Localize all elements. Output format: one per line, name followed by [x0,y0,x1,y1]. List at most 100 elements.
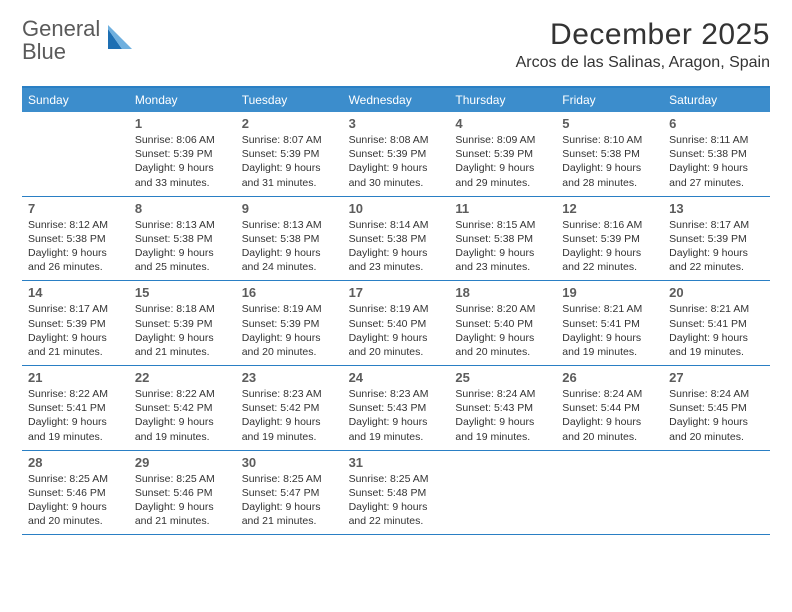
daylight-text: Daylight: 9 hours and 19 minutes. [562,331,657,359]
calendar-day: 1Sunrise: 8:06 AMSunset: 5:39 PMDaylight… [129,112,236,196]
sunset-text: Sunset: 5:39 PM [242,317,337,331]
daylight-text: Daylight: 9 hours and 26 minutes. [28,246,123,274]
sunset-text: Sunset: 5:39 PM [562,232,657,246]
daylight-text: Daylight: 9 hours and 21 minutes. [135,500,230,528]
sunrise-text: Sunrise: 8:25 AM [242,472,337,486]
day-number: 12 [562,201,657,216]
calendar-day: 13Sunrise: 8:17 AMSunset: 5:39 PMDayligh… [663,197,770,281]
sunset-text: Sunset: 5:38 PM [669,147,764,161]
sunset-text: Sunset: 5:38 PM [562,147,657,161]
weekday-header: Saturday [663,88,770,112]
sunrise-text: Sunrise: 8:24 AM [669,387,764,401]
sunrise-text: Sunrise: 8:25 AM [28,472,123,486]
sunrise-text: Sunrise: 8:24 AM [455,387,550,401]
brand-word2: Blue [22,39,66,64]
calendar-day: 6Sunrise: 8:11 AMSunset: 5:38 PMDaylight… [663,112,770,196]
weekday-header: Tuesday [236,88,343,112]
weekday-header: Wednesday [343,88,450,112]
day-number: 26 [562,370,657,385]
sunset-text: Sunset: 5:39 PM [242,147,337,161]
sunrise-text: Sunrise: 8:21 AM [669,302,764,316]
daylight-text: Daylight: 9 hours and 20 minutes. [349,331,444,359]
calendar-day: 14Sunrise: 8:17 AMSunset: 5:39 PMDayligh… [22,281,129,365]
daylight-text: Daylight: 9 hours and 30 minutes. [349,161,444,189]
sunrise-text: Sunrise: 8:15 AM [455,218,550,232]
calendar-day: 15Sunrise: 8:18 AMSunset: 5:39 PMDayligh… [129,281,236,365]
daylight-text: Daylight: 9 hours and 21 minutes. [135,331,230,359]
sunrise-text: Sunrise: 8:21 AM [562,302,657,316]
weekday-header: Thursday [449,88,556,112]
page-title: December 2025 [516,18,770,52]
sunset-text: Sunset: 5:48 PM [349,486,444,500]
daylight-text: Daylight: 9 hours and 19 minutes. [669,331,764,359]
day-number: 21 [28,370,123,385]
day-number: 9 [242,201,337,216]
calendar-day [556,451,663,535]
sunrise-text: Sunrise: 8:08 AM [349,133,444,147]
sunset-text: Sunset: 5:43 PM [455,401,550,415]
day-number: 5 [562,116,657,131]
calendar-day: 31Sunrise: 8:25 AMSunset: 5:48 PMDayligh… [343,451,450,535]
daylight-text: Daylight: 9 hours and 20 minutes. [242,331,337,359]
sunset-text: Sunset: 5:41 PM [669,317,764,331]
day-number: 16 [242,285,337,300]
day-number: 18 [455,285,550,300]
calendar-day: 20 Sunrise: 8:21 AMSunset: 5:41 PMDayligh… [663,281,770,365]
daylight-text: Daylight: 9 hours and 24 minutes. [242,246,337,274]
weekday-header: Friday [556,88,663,112]
sunset-text: Sunset: 5:39 PM [135,147,230,161]
sunset-text: Sunset: 5:38 PM [455,232,550,246]
calendar-day: 3Sunrise: 8:08 AMSunset: 5:39 PMDaylight… [343,112,450,196]
day-number: 29 [135,455,230,470]
title-block: December 2025 Arcos de las Salinas, Arag… [516,18,770,72]
sunrise-text: Sunrise: 8:14 AM [349,218,444,232]
sunset-text: Sunset: 5:46 PM [135,486,230,500]
calendar-day: 19 Sunrise: 8:21 AMSunset: 5:41 PMDayligh… [556,281,663,365]
calendar-day: 25Sunrise: 8:24 AMSunset: 5:43 PMDayligh… [449,366,556,450]
day-number: 3 [349,116,444,131]
day-number: 10 [349,201,444,216]
day-number: 20 [669,285,764,300]
sunset-text: Sunset: 5:39 PM [455,147,550,161]
daylight-text: Daylight: 9 hours and 19 minutes. [28,415,123,443]
sunrise-text: Sunrise: 8:25 AM [135,472,230,486]
daylight-text: Daylight: 9 hours and 31 minutes. [242,161,337,189]
weekday-header: Monday [129,88,236,112]
brand-word1: General [22,16,100,41]
sunset-text: Sunset: 5:39 PM [669,232,764,246]
calendar-day: 28Sunrise: 8:25 AMSunset: 5:46 PMDayligh… [22,451,129,535]
sunset-text: Sunset: 5:40 PM [349,317,444,331]
sunset-text: Sunset: 5:38 PM [135,232,230,246]
day-number: 4 [455,116,550,131]
day-number: 25 [455,370,550,385]
sunrise-text: Sunrise: 8:12 AM [28,218,123,232]
day-number: 23 [242,370,337,385]
sunset-text: Sunset: 5:38 PM [28,232,123,246]
daylight-text: Daylight: 9 hours and 20 minutes. [669,415,764,443]
calendar-week: 21Sunrise: 8:22 AMSunset: 5:41 PMDayligh… [22,366,770,451]
day-number: 6 [669,116,764,131]
calendar-day: 11Sunrise: 8:15 AMSunset: 5:38 PMDayligh… [449,197,556,281]
sunset-text: Sunset: 5:41 PM [562,317,657,331]
daylight-text: Daylight: 9 hours and 19 minutes. [135,415,230,443]
sunrise-text: Sunrise: 8:20 AM [455,302,550,316]
calendar-day: 29 Sunrise: 8:25 AMSunset: 5:46 PMDayligh… [129,451,236,535]
calendar-day: 16Sunrise: 8:19 AMSunset: 5:39 PMDayligh… [236,281,343,365]
day-number: 19 [562,285,657,300]
calendar-day: 18Sunrise: 8:20 AMSunset: 5:40 PMDayligh… [449,281,556,365]
daylight-text: Daylight: 9 hours and 22 minutes. [562,246,657,274]
sunrise-text: Sunrise: 8:07 AM [242,133,337,147]
sunrise-text: Sunrise: 8:25 AM [349,472,444,486]
calendar-day: 7Sunrise: 8:12 AMSunset: 5:38 PMDaylight… [22,197,129,281]
day-number: 8 [135,201,230,216]
calendar-day: 27Sunrise: 8:24 AMSunset: 5:45 PMDayligh… [663,366,770,450]
calendar-day: 9Sunrise: 8:13 AMSunset: 5:38 PMDaylight… [236,197,343,281]
calendar-week: 7Sunrise: 8:12 AMSunset: 5:38 PMDaylight… [22,197,770,282]
day-number: 1 [135,116,230,131]
calendar-table: Sunday Monday Tuesday Wednesday Thursday… [22,86,770,535]
daylight-text: Daylight: 9 hours and 22 minutes. [349,500,444,528]
day-number: 15 [135,285,230,300]
calendar-day [663,451,770,535]
sunset-text: Sunset: 5:45 PM [669,401,764,415]
sunrise-text: Sunrise: 8:23 AM [242,387,337,401]
